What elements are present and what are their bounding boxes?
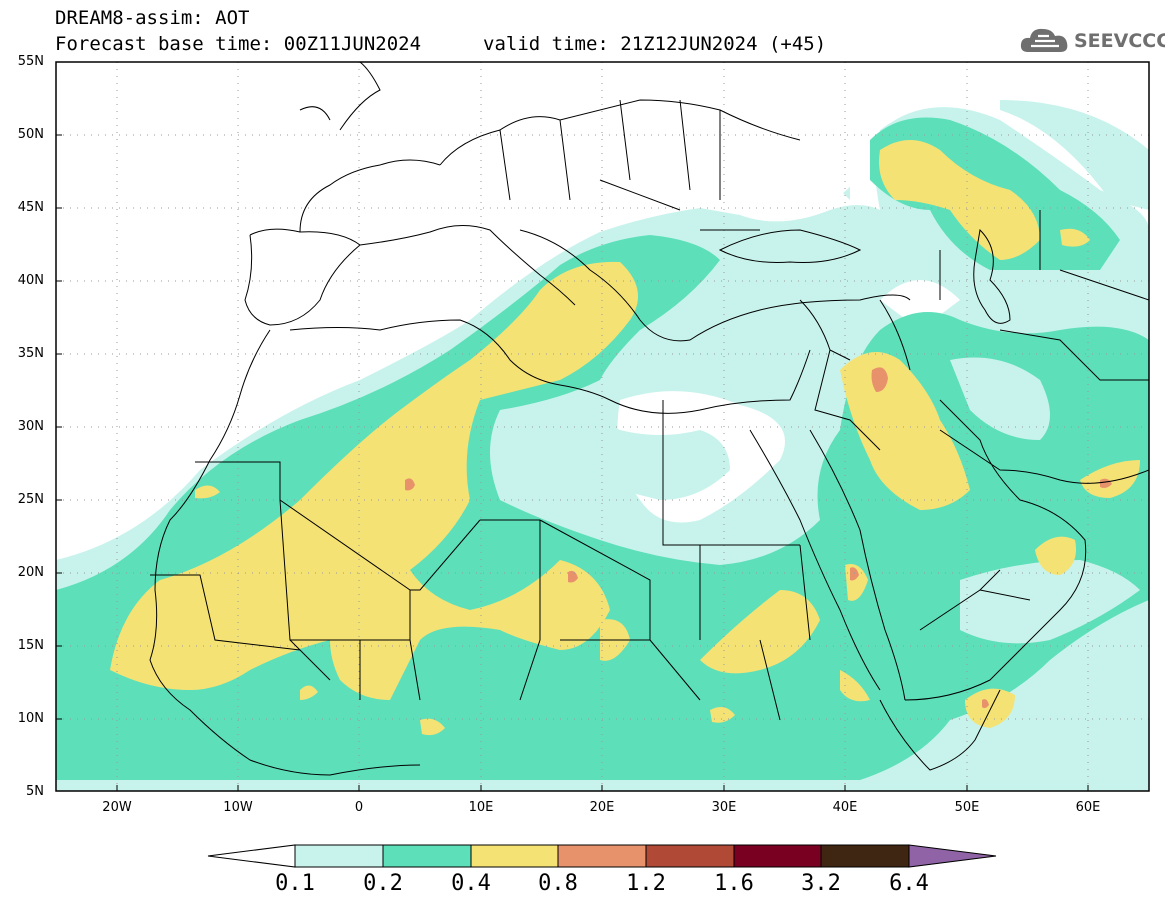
lon-label: 50E [954,800,980,815]
aot-field [56,62,1149,791]
lon-label: 20W [102,800,132,815]
aot-contour-0-8 [405,367,1112,709]
cloud-logo-icon [1020,28,1068,52]
lat-label: 50N [17,127,44,142]
colorbar-bin-0-8 [557,844,647,868]
lon-label: 0 [354,800,364,815]
forecast-base-time: Forecast base time: 00Z11JUN2024 [55,33,422,55]
colorbar-label: 6.4 [889,871,929,896]
valid-time: valid time: 21Z12JUN2024 (+45) [483,33,827,55]
lat-label: 30N [17,419,44,434]
colorbar-label: 0.1 [275,871,315,896]
chart-title: DREAM8-assim: AOT [55,7,250,29]
colorbar-below-arrow [207,844,296,868]
lat-label: 5N [26,784,44,799]
lat-label: 10N [17,711,44,726]
colorbar-label: 0.4 [451,871,491,896]
colorbar-above-arrow [908,844,997,868]
colorbar-bin-3-2 [820,844,910,868]
lon-label: 10W [223,800,253,815]
lon-label: 60E [1075,800,1101,815]
lat-label: 35N [17,346,44,361]
seevccc-logo: SEEVCCC [1018,24,1165,58]
lat-label: 25N [17,492,44,507]
aot-contour-0-1-inner [540,357,1140,644]
colorbar-bin-0-1 [294,844,384,868]
lon-label: 10E [468,800,494,815]
colorbar-bin-0-4 [470,844,559,868]
axis-ticks [56,61,1089,791]
lon-label: 20E [589,800,615,815]
lat-label: 15N [17,638,44,653]
logo-text: SEEVCCC [1074,30,1165,52]
lat-label: 55N [17,54,44,69]
lat-label: 45N [17,200,44,215]
colorbar-label: 0.2 [363,871,403,896]
lon-label: 40E [832,800,858,815]
lon-label: 30E [711,800,737,815]
colorbar-label: 3.2 [801,871,841,896]
colorbar-label: 1.6 [714,871,754,896]
lat-label: 40N [17,273,44,288]
colorbar-bin-0-2 [382,844,472,868]
lat-label: 20N [17,565,44,580]
colorbar-label: 1.2 [626,871,666,896]
colorbar-bin-1-6 [733,844,822,868]
graticule [56,62,1149,791]
colorbar-bin-1-2 [645,844,735,868]
colorbar [207,844,997,868]
colorbar-label: 0.8 [538,871,578,896]
coastlines-borders [149,62,1149,776]
